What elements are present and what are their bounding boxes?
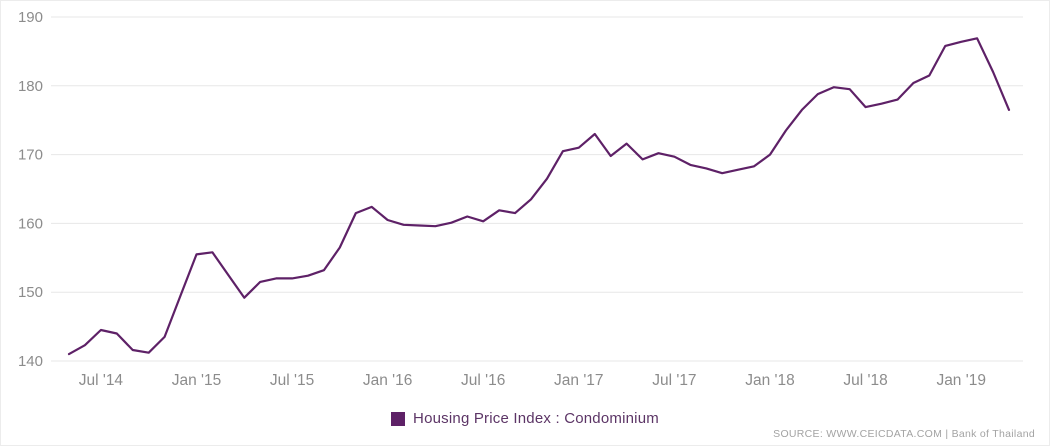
x-axis-label: Jan '16 (363, 372, 413, 389)
x-axis-label: Jul '15 (270, 372, 314, 389)
chart-line (67, 37, 1011, 356)
y-axis-label: 190 (18, 9, 43, 26)
legend-item[interactable]: Housing Price Index : Condominium (1, 410, 1049, 427)
x-axis-label: Jul '14 (79, 372, 124, 389)
legend-color-swatch-icon (391, 411, 406, 426)
source-attribution: SOURCE: WWW.CEICDATA.COM | Bank of Thail… (773, 428, 1035, 440)
x-axis-label: Jan '19 (936, 372, 986, 389)
y-axis-label: 170 (18, 147, 43, 164)
y-axis-label: 150 (18, 284, 43, 301)
legend-label: Housing Price Index : Condominium (413, 410, 659, 427)
x-axis-label: Jul '16 (461, 372, 505, 389)
x-axis-label: Jan '18 (745, 372, 795, 389)
x-axis-label: Jan '17 (554, 372, 604, 389)
y-axis-label: 180 (18, 78, 43, 95)
y-axis-label: 160 (18, 215, 43, 232)
chart-svg: 140 150 160 170 180 190 Jul '14 Jan '15 Jul '15 J… (18, 9, 1023, 389)
x-axis-label: Jul '17 (652, 372, 696, 389)
y-axis-label: 140 (18, 353, 43, 370)
x-axis-label: Jan '15 (172, 372, 222, 389)
x-axis-label: Jul '18 (843, 372, 887, 389)
